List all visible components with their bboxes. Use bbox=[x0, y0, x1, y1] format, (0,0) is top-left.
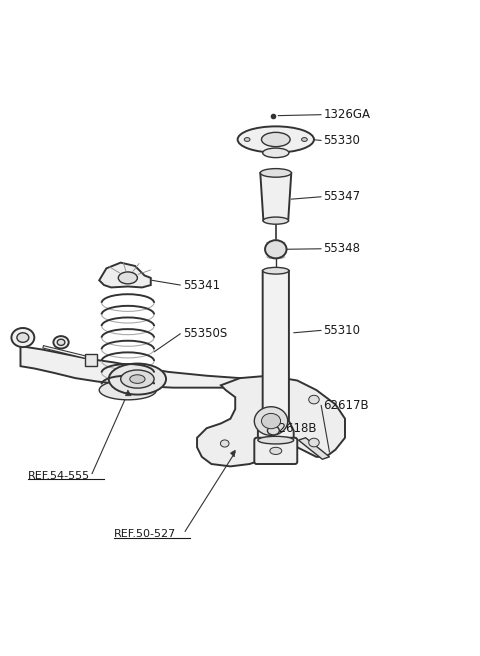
Ellipse shape bbox=[238, 127, 314, 153]
Text: 55350S: 55350S bbox=[183, 327, 227, 340]
Text: 1326GA: 1326GA bbox=[324, 108, 371, 121]
Ellipse shape bbox=[262, 413, 281, 428]
Polygon shape bbox=[230, 450, 235, 457]
Ellipse shape bbox=[260, 169, 291, 177]
Ellipse shape bbox=[57, 339, 65, 346]
Ellipse shape bbox=[12, 328, 34, 347]
Polygon shape bbox=[197, 376, 345, 466]
Ellipse shape bbox=[109, 363, 166, 394]
Ellipse shape bbox=[244, 138, 250, 142]
Ellipse shape bbox=[301, 138, 307, 142]
Ellipse shape bbox=[118, 272, 137, 284]
Ellipse shape bbox=[263, 148, 289, 157]
Ellipse shape bbox=[262, 133, 290, 147]
Text: 62617B: 62617B bbox=[324, 399, 369, 412]
Text: 55348: 55348 bbox=[324, 242, 360, 255]
Ellipse shape bbox=[270, 447, 282, 455]
Ellipse shape bbox=[265, 240, 287, 258]
Polygon shape bbox=[21, 346, 240, 388]
Text: 62618B: 62618B bbox=[271, 422, 316, 435]
Ellipse shape bbox=[120, 370, 154, 388]
Ellipse shape bbox=[309, 438, 319, 447]
Polygon shape bbox=[258, 271, 294, 440]
Ellipse shape bbox=[254, 407, 288, 436]
Ellipse shape bbox=[53, 336, 69, 348]
Text: 55310: 55310 bbox=[324, 324, 360, 337]
Text: REF.54-555: REF.54-555 bbox=[28, 471, 90, 481]
Text: 55341: 55341 bbox=[183, 279, 220, 291]
Ellipse shape bbox=[130, 375, 145, 383]
Ellipse shape bbox=[220, 440, 229, 447]
Polygon shape bbox=[260, 173, 291, 220]
FancyBboxPatch shape bbox=[254, 438, 297, 464]
Polygon shape bbox=[299, 438, 329, 459]
Ellipse shape bbox=[267, 426, 279, 435]
Text: 55330: 55330 bbox=[324, 134, 360, 147]
Ellipse shape bbox=[258, 436, 294, 444]
Ellipse shape bbox=[309, 396, 319, 404]
Ellipse shape bbox=[263, 268, 289, 274]
Ellipse shape bbox=[263, 217, 288, 224]
Polygon shape bbox=[85, 354, 97, 366]
Ellipse shape bbox=[17, 333, 29, 342]
Polygon shape bbox=[99, 262, 151, 287]
Ellipse shape bbox=[99, 380, 156, 400]
Polygon shape bbox=[125, 390, 131, 396]
Text: 55347: 55347 bbox=[324, 190, 360, 203]
Text: REF.50-527: REF.50-527 bbox=[114, 529, 176, 539]
